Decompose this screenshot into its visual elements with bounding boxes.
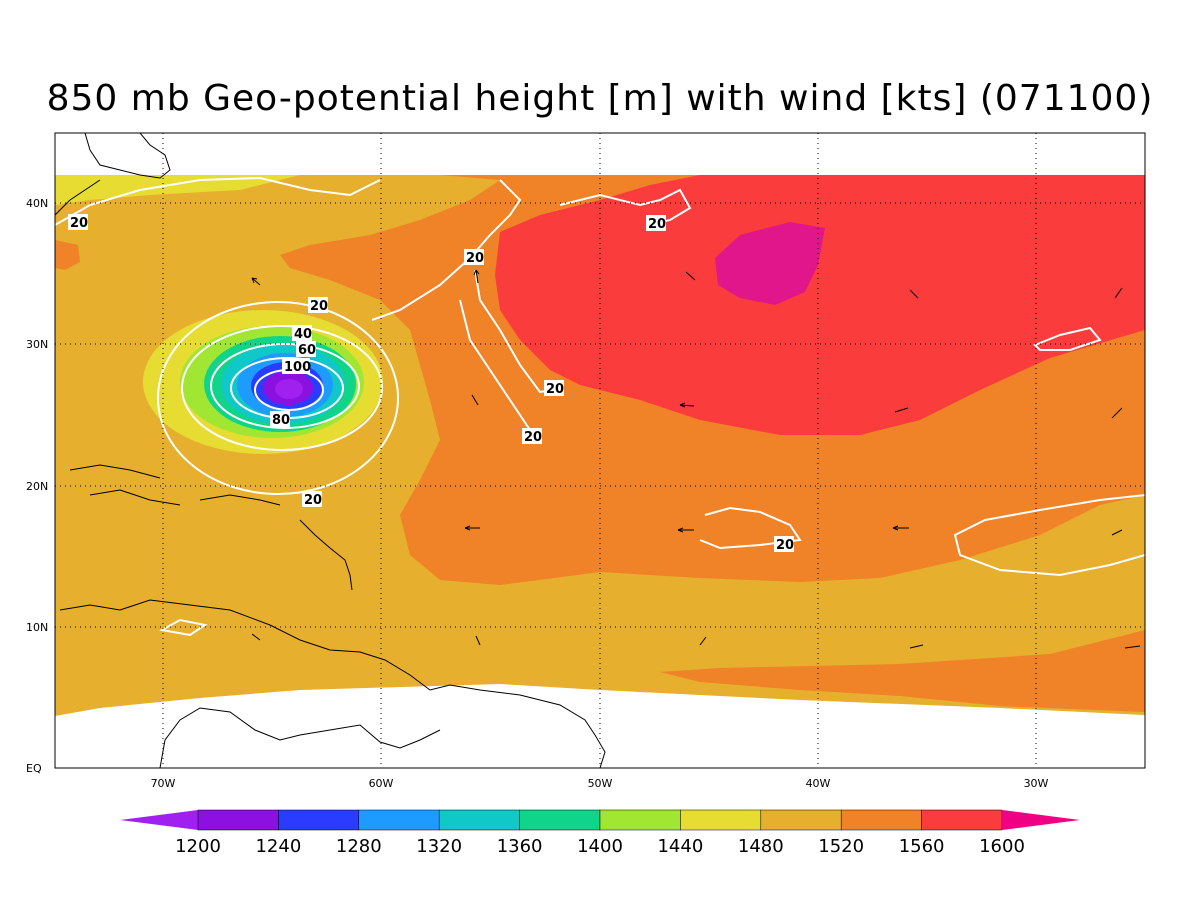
lat-label-10n: 10N [26, 621, 48, 634]
colorbar-swatch [438, 809, 520, 831]
contour-label: 20 [466, 251, 484, 266]
lon-label-70w: 70W [151, 777, 176, 790]
colorbar-tick-label: 1200 [175, 836, 221, 857]
colorbar-tick-label: 1280 [336, 836, 382, 857]
cyclone-1200 [275, 379, 303, 399]
lat-label-20n: 20N [26, 480, 48, 493]
wind-contours [55, 176, 1145, 637]
contour-20-north-east [559, 188, 692, 226]
contour-label: 20 [546, 382, 564, 397]
contour-label-group: 20 20 20 20 20 20 20 40 60 100 80 20 [68, 214, 794, 553]
colorbar-low-arrow [120, 810, 198, 830]
colorbar-tick-label: 1440 [657, 836, 703, 857]
contour-20-north [55, 176, 381, 226]
colorbar-swatch [358, 809, 440, 831]
colorbar-swatch [197, 809, 279, 831]
lat-labels: 40N 30N 20N 10N EQ [26, 197, 48, 775]
lon-labels: 70W 60W 50W 40W 30W [151, 777, 1049, 790]
height-field [55, 175, 1145, 716]
band-1640 [715, 222, 825, 305]
colorbar-tick-label: 1320 [416, 836, 462, 857]
colorbar-tick-label: 1560 [899, 836, 945, 857]
colorbar: 1200 1240 1280 1320 1360 1400 1440 1480 1520 1560… [120, 809, 1080, 857]
colorbar-tick-label: 1520 [818, 836, 864, 857]
colorbar-swatch [921, 809, 1003, 831]
contour-20-southeast [459, 299, 531, 431]
coast-south-america [59, 599, 606, 768]
chart-title: 850 mb Geo-potential height [m] with win… [46, 78, 1154, 119]
colorbar-tick-label: 1480 [738, 836, 784, 857]
contour-label: 20 [310, 299, 328, 314]
colorbar-tick-label: 1400 [577, 836, 623, 857]
contour-label: 100 [284, 360, 311, 375]
lon-label-50w: 50W [588, 777, 613, 790]
coast-us-east [55, 179, 101, 216]
lat-label-40n: 40N [26, 197, 48, 210]
contour-20-center [371, 179, 522, 321]
colorbar-swatch [680, 809, 762, 831]
contour-20-east [474, 269, 553, 394]
colorbar-swatch [760, 809, 842, 831]
grid [55, 133, 1145, 768]
colorbar-swatch [278, 809, 360, 831]
contour-label: 20 [70, 216, 88, 231]
contour-20-cyclone [157, 301, 399, 495]
wind-arrows [251, 269, 1141, 649]
lon-label-30w: 30W [1024, 777, 1049, 790]
contour-20b [181, 325, 383, 451]
colorbar-tick-label: 1600 [979, 836, 1025, 857]
contour-20-southeast-far [953, 494, 1145, 577]
contour-label: 20 [524, 430, 542, 445]
contour-label: 20 [648, 217, 666, 232]
coast-interior [159, 707, 441, 768]
colorbar-swatch [519, 809, 601, 831]
lat-label-30n: 30N [26, 338, 48, 351]
contour-label: 40 [294, 327, 312, 342]
contour-20-mid [699, 506, 802, 550]
coast-northeast-us [84, 133, 171, 179]
band-1560-west [55, 240, 80, 270]
contour-label: 20 [776, 538, 794, 553]
lon-label-60w: 60W [369, 777, 394, 790]
lat-label-eq: EQ [26, 762, 42, 775]
contour-label: 80 [272, 413, 290, 428]
colorbar-swatch [599, 809, 681, 831]
colorbar-high-arrow [1002, 810, 1080, 830]
band-1600 [495, 175, 1145, 435]
coastlines [55, 133, 606, 768]
colorbar-tick-label: 1360 [497, 836, 543, 857]
contour-label: 20 [304, 493, 322, 508]
contour-20-far-east [1033, 326, 1102, 351]
band-1560-south [660, 630, 1145, 712]
coast-lesser-antilles [299, 519, 353, 591]
coast-antilles [69, 464, 281, 506]
contour-label: 60 [298, 343, 316, 358]
plot-frame [54, 132, 1146, 769]
contour-20-south [159, 618, 208, 637]
lon-label-40w: 40W [806, 777, 831, 790]
colorbar-swatch [840, 809, 922, 831]
colorbar-tick-label: 1240 [255, 836, 301, 857]
